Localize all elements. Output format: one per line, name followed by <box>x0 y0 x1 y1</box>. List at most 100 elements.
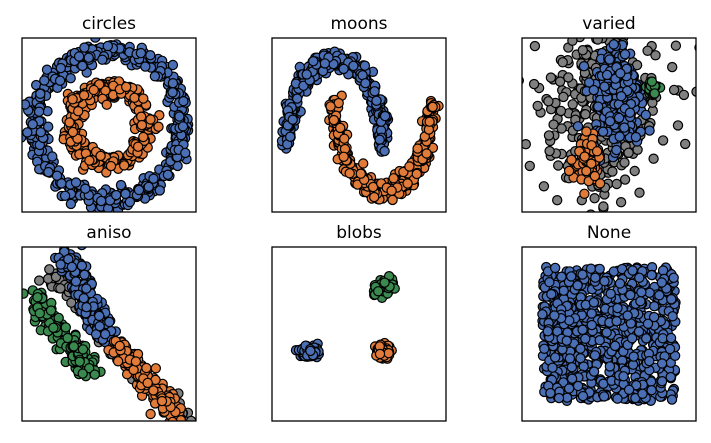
scatter-point <box>622 310 633 321</box>
series-3 <box>103 335 187 421</box>
scatter-point <box>619 174 631 185</box>
scatter-point <box>640 109 652 121</box>
scatter-point <box>73 51 85 62</box>
scatter-point <box>553 392 565 404</box>
panel-title: circles <box>82 14 136 34</box>
scatter-point <box>601 69 613 81</box>
scatter-point <box>34 275 45 286</box>
scatter-point <box>427 101 438 113</box>
scatter-point <box>656 277 668 288</box>
scatter-point <box>543 130 555 141</box>
scatter-point <box>586 319 598 331</box>
scatter-point <box>547 362 558 373</box>
scatter-point <box>524 160 536 172</box>
scatter-point <box>592 38 603 45</box>
scatter-point <box>358 158 369 169</box>
scatter-point <box>34 308 46 319</box>
scatter-point <box>338 63 349 75</box>
scatter-point <box>668 272 679 283</box>
scatter-point <box>84 155 95 166</box>
panel-none: None <box>521 223 697 422</box>
scatter-point <box>44 264 55 275</box>
panel-varied: varied <box>467 14 697 222</box>
scatter-point <box>631 380 642 391</box>
scatter-point <box>138 131 149 143</box>
plot-area <box>22 247 196 433</box>
scatter-point <box>577 324 588 335</box>
scatter-point <box>104 316 115 328</box>
scatter-point <box>178 424 187 433</box>
panel-title: aniso <box>86 223 131 243</box>
scatter-point <box>553 160 564 171</box>
scatter-point <box>467 142 476 151</box>
scatter-point <box>522 139 531 150</box>
scatter-point <box>563 213 572 222</box>
scatter-point <box>47 151 58 162</box>
scatter-point <box>537 309 548 320</box>
series-1 <box>572 39 655 166</box>
scatter-point <box>77 368 88 379</box>
scatter-point <box>641 333 652 344</box>
scatter-point <box>65 198 77 210</box>
scatter-point <box>285 131 296 142</box>
scatter-point <box>625 289 636 301</box>
scatter-point <box>35 126 47 138</box>
scatter-point <box>546 289 557 300</box>
scatter-point <box>150 363 161 374</box>
scatter-point <box>646 269 657 281</box>
scatter-point <box>561 335 572 346</box>
scatter-point <box>167 59 179 71</box>
scatter-point <box>656 358 668 369</box>
scatter-point <box>177 121 189 132</box>
scatter-point <box>60 322 72 333</box>
scatter-point <box>664 343 676 355</box>
axes-frame <box>521 246 697 422</box>
scatter-point <box>563 72 574 83</box>
scatter-point <box>78 89 90 101</box>
axes-frame <box>271 246 447 422</box>
scatter-point <box>67 94 78 105</box>
scatter-point <box>586 158 597 169</box>
scatter-point <box>634 20 643 29</box>
scatter-point <box>379 110 391 122</box>
scatter-point <box>668 84 680 96</box>
scatter-point <box>374 134 385 145</box>
scatter-point <box>585 263 597 274</box>
scatter-point <box>386 185 397 196</box>
scatter-point <box>614 278 626 289</box>
scatter-point <box>128 364 139 376</box>
scatter-point <box>379 145 390 157</box>
scatter-point <box>148 385 159 396</box>
scatter-point <box>344 168 355 179</box>
scatter-point <box>578 60 590 72</box>
scatter-point <box>149 71 161 82</box>
scatter-point <box>180 147 191 159</box>
scatter-point <box>33 106 45 117</box>
scatter-point <box>624 107 636 118</box>
scatter-point <box>421 148 432 159</box>
scatter-point <box>39 75 50 86</box>
scatter-point <box>43 166 54 178</box>
scatter-point <box>328 114 340 126</box>
scatter-point <box>589 192 600 204</box>
scatter-point <box>605 288 616 299</box>
series-1 <box>58 75 165 178</box>
scatter-point <box>618 371 629 382</box>
scatter-point <box>567 99 578 110</box>
scatter-point <box>65 72 76 84</box>
scatter-point <box>371 95 382 107</box>
scatter-point <box>59 190 71 201</box>
scatter-point <box>178 95 189 107</box>
scatter-point <box>558 285 569 296</box>
scatter-point <box>577 45 589 56</box>
scatter-point <box>558 91 569 103</box>
scatter-point <box>54 75 66 86</box>
scatter-point <box>566 271 577 282</box>
scatter-point <box>554 76 566 87</box>
scatter-point <box>619 157 630 168</box>
scatter-point <box>594 335 605 346</box>
scatter-point <box>81 283 92 294</box>
panel-aniso: aniso <box>21 223 197 433</box>
scatter-point <box>156 395 168 407</box>
scatter-point <box>369 86 380 97</box>
